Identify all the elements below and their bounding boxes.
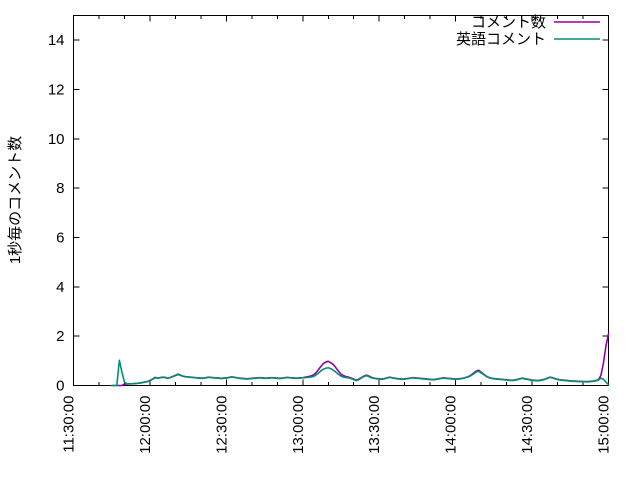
- x-tick-label: 11:30:00: [61, 396, 78, 453]
- x-tick-label: 12:30:00: [213, 396, 230, 454]
- x-axis-tick-labels: 11:30:00 12:00:00 12:30:00 13:00:00 13:30:00…: [61, 395, 613, 453]
- x-tick-label: 13:00:00: [290, 396, 307, 454]
- x-tick-label: 12:00:00: [137, 396, 154, 454]
- y-axis-title: 1秒毎のコメント数: [7, 136, 24, 264]
- y-tick-label: 10: [48, 131, 65, 148]
- y-tick-label: 4: [56, 279, 64, 296]
- x-tick-label: 13:30:00: [366, 396, 383, 454]
- y-axis-ticks: [73, 39, 609, 386]
- y-tick-label: 14: [48, 32, 65, 49]
- series-group: [110, 332, 610, 387]
- plot-frame: [73, 15, 609, 386]
- y-tick-label: 6: [56, 230, 64, 247]
- x-tick-label: 14:30:00: [519, 396, 536, 454]
- chart-legend: コメント数 英語コメント: [456, 14, 600, 48]
- legend-label-english-comment: 英語コメント: [456, 30, 546, 48]
- y-tick-label: 8: [56, 180, 64, 197]
- series-line-english-comment: [110, 359, 610, 387]
- legend-label-comment-count: コメント数: [471, 14, 546, 31]
- y-tick-label: 0: [56, 378, 64, 395]
- y-tick-label: 12: [48, 82, 65, 99]
- x-tick-label: 14:00:00: [443, 395, 460, 453]
- y-tick-label: 2: [56, 328, 64, 345]
- x-tick-label: 15:00:00: [596, 396, 613, 454]
- y-axis-tick-labels: 0 2 4 6 8 10 12 14: [48, 32, 65, 394]
